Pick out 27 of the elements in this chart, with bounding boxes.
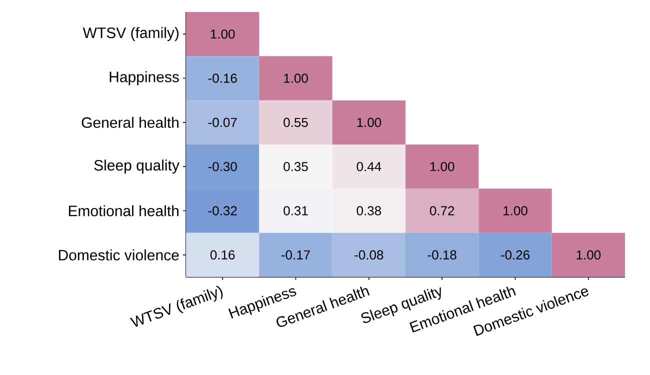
data-label: -0.32 [208, 206, 237, 216]
data-label: 0.38 [356, 206, 382, 216]
data-label: 1.00 [504, 206, 528, 216]
y-tick-label: WTSV (family) [82, 27, 179, 42]
y-tick-label: General health [82, 116, 178, 128]
data-label: 1.00 [430, 162, 454, 172]
data-label: -0.17 [282, 250, 310, 260]
data-label: 0.16 [210, 250, 235, 260]
data-label: -0.16 [208, 74, 237, 83]
data-label: 0.35 [284, 162, 308, 172]
data-label: -0.26 [501, 250, 530, 260]
data-label: 0.44 [356, 162, 382, 172]
data-label: -0.30 [208, 162, 237, 172]
y-tick-label: Happiness [110, 71, 179, 86]
data-label: -0.18 [428, 250, 456, 260]
y-tick-label: Sleep quality [94, 160, 180, 174]
data-label: 1.00 [210, 29, 235, 39]
y-tick-label: Emotional health [68, 205, 178, 216]
data-label: 0.31 [284, 206, 308, 216]
data-label: 1.00 [576, 250, 601, 260]
data-label: 0.55 [284, 118, 308, 128]
data-label: -0.08 [354, 250, 384, 260]
data-label: 0.72 [430, 206, 454, 216]
y-tick-label: Domestic violence [58, 249, 179, 260]
data-label: 1.00 [284, 74, 308, 83]
data-label: 1.00 [357, 118, 382, 128]
data-label: -0.07 [208, 118, 237, 128]
